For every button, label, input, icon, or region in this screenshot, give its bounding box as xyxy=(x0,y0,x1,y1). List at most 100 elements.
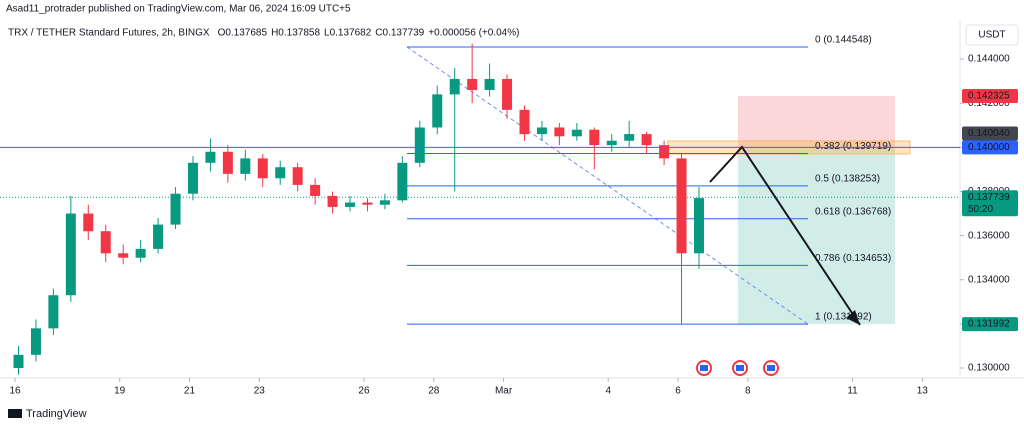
candle-body xyxy=(100,231,111,254)
fib-label: 1 (0.131992) xyxy=(815,312,872,323)
candle-body xyxy=(83,213,94,232)
candle-body xyxy=(484,78,495,90)
ohlc-value: 0.137739 xyxy=(383,28,425,39)
candle-body xyxy=(153,224,164,249)
candle-body xyxy=(554,127,565,137)
price-tag-label: 0.140040 xyxy=(968,128,1010,139)
x-tick-label: 28 xyxy=(428,386,440,397)
currency[interactable]: USDT xyxy=(978,30,1005,41)
x-tick-label: 26 xyxy=(358,386,370,397)
x-tick-label: 23 xyxy=(254,386,266,397)
candle-body xyxy=(205,151,216,163)
candle-body xyxy=(135,248,146,258)
fib-trendline xyxy=(406,46,809,325)
fib-label: 0.382 (0.139719) xyxy=(815,141,891,152)
x-tick-label: 16 xyxy=(9,386,21,397)
price-tag-label: 0.140000 xyxy=(968,142,1010,153)
candle-body xyxy=(310,184,321,196)
ohlc-value: 0.137858 xyxy=(278,28,320,39)
y-tick-label: 0.134000 xyxy=(968,274,1010,285)
price-tag-label: 0.142325 xyxy=(968,91,1010,102)
candle-body xyxy=(502,78,513,110)
countdown: 50:20 xyxy=(968,204,993,215)
candle-body xyxy=(170,193,181,225)
candle-body xyxy=(65,213,76,296)
ohlc-value: 0.137682 xyxy=(330,28,372,39)
price-tag-label: 0.131992 xyxy=(968,319,1010,330)
candle-body xyxy=(275,167,286,179)
event-flag xyxy=(736,365,744,371)
brand-name: TradingView xyxy=(26,408,87,420)
candle-body xyxy=(345,202,356,207)
price-tag xyxy=(962,317,1018,332)
candle-body xyxy=(571,129,582,137)
candle-body xyxy=(48,295,59,329)
candle-body xyxy=(327,195,338,207)
y-tick-label: 0.130000 xyxy=(968,363,1010,374)
candle-body xyxy=(606,140,617,146)
x-tick-label: 8 xyxy=(745,386,751,397)
candle-body xyxy=(641,134,652,146)
candle-body xyxy=(693,198,704,254)
price-tag xyxy=(962,140,1018,155)
fib-label: 0.5 (0.138253) xyxy=(815,174,880,185)
candle-body xyxy=(414,127,425,163)
brand-logo xyxy=(8,409,22,418)
candle-body xyxy=(292,167,303,185)
candle-body xyxy=(362,202,373,205)
y-tick-label: 0.136000 xyxy=(968,230,1010,241)
candle-body xyxy=(187,162,198,194)
symbol-title: TRX / TETHER Standard Futures, 2h, BINGX xyxy=(8,28,210,39)
candle-body xyxy=(379,200,390,205)
candle-body xyxy=(536,127,547,135)
candle-body xyxy=(118,253,129,258)
candle-body xyxy=(467,78,478,90)
candle-body xyxy=(13,354,24,369)
price-tag xyxy=(962,190,1018,217)
ohlc-key: O xyxy=(218,28,226,39)
price-tag-label: 0.137739 xyxy=(968,192,1010,203)
stop-zone xyxy=(738,96,895,148)
candle-body xyxy=(257,158,268,179)
candle-body xyxy=(659,145,670,159)
event-flag xyxy=(767,365,775,371)
price-tag xyxy=(962,126,1018,141)
y-tick-label: 0.144000 xyxy=(968,54,1010,65)
candle-body xyxy=(30,328,41,355)
candle-body xyxy=(676,158,687,254)
brand: TradingView xyxy=(8,408,87,420)
x-tick-label: 4 xyxy=(605,386,611,397)
candle-body xyxy=(589,129,600,146)
price-tag xyxy=(962,89,1018,104)
ohlc-key: C xyxy=(375,28,382,39)
publish-info: Asad11_protrader published on TradingVie… xyxy=(6,4,351,15)
fib-label: 0 (0.144548) xyxy=(815,35,872,46)
target-zone xyxy=(738,147,895,325)
candle-body xyxy=(449,78,460,95)
event-flag xyxy=(700,365,708,371)
candle-body xyxy=(624,134,635,141)
candle-body xyxy=(222,151,233,174)
ohlc-key: H xyxy=(271,28,278,39)
x-tick-label: 19 xyxy=(114,386,126,397)
ohlc-value: 0.137685 xyxy=(225,28,267,39)
candle-body xyxy=(519,109,530,135)
x-tick-label: 6 xyxy=(675,386,681,397)
x-tick-label: 13 xyxy=(917,386,929,397)
y-tick-label: 0.142000 xyxy=(968,98,1010,109)
x-tick-label: 21 xyxy=(184,386,196,397)
candle-body xyxy=(240,158,251,174)
arrow-head xyxy=(846,310,860,325)
projection-arrow xyxy=(709,145,861,326)
candle-body xyxy=(432,94,443,128)
x-tick-label: 11 xyxy=(847,386,858,397)
change: +0.000056 (+0.04%) xyxy=(428,28,519,39)
candle-body xyxy=(397,162,408,201)
x-tick-label: Mar xyxy=(495,386,513,397)
fib-label: 0.618 (0.136768) xyxy=(815,206,891,217)
currency-button[interactable] xyxy=(965,24,1019,46)
fib-label: 0.786 (0.134653) xyxy=(815,253,891,264)
ohlc-key: L xyxy=(324,28,330,39)
